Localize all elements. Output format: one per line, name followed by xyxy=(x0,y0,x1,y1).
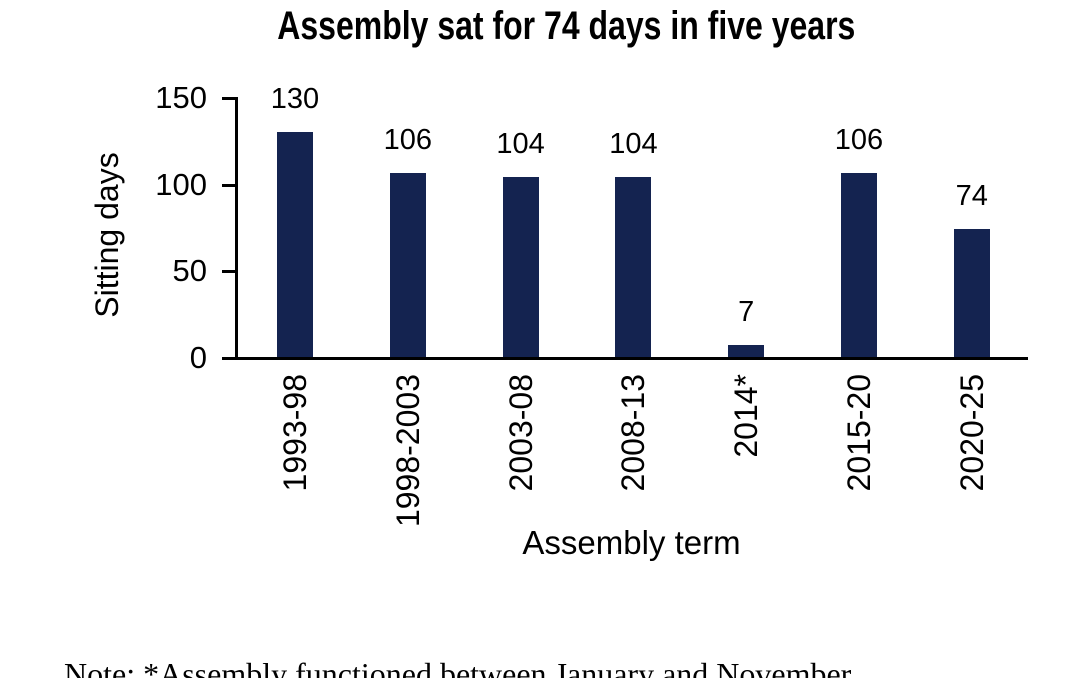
bar-value-label: 106 xyxy=(834,124,884,157)
bar xyxy=(728,344,765,357)
y-tick-label: 50 xyxy=(172,253,207,289)
y-tick xyxy=(222,270,235,274)
y-tick xyxy=(222,183,235,187)
x-category-label-text: 1998-2003 xyxy=(389,374,426,528)
bar xyxy=(953,228,990,357)
y-axis-line xyxy=(235,97,238,360)
x-category-label-text: 2008-13 xyxy=(615,374,652,492)
y-tick-label: 0 xyxy=(189,340,207,375)
note-line-1: Note: *Assembly functioned between Janua… xyxy=(64,656,852,678)
bar xyxy=(841,173,877,357)
bar xyxy=(389,173,426,357)
y-tick xyxy=(222,97,235,100)
x-category-label-text: 2020-25 xyxy=(953,374,990,492)
x-axis-title: Assembly term xyxy=(522,524,741,561)
bar-value-label: 104 xyxy=(496,127,545,160)
x-category-label-text: 2003-08 xyxy=(502,374,539,492)
x-category-label-text: 2015-20 xyxy=(841,374,877,492)
bar-value-label: 74 xyxy=(955,179,988,212)
x-category-label-text: 1993-98 xyxy=(277,374,313,492)
y-tick xyxy=(222,357,235,360)
y-tick-label: 100 xyxy=(155,166,207,202)
bar-value-label: 106 xyxy=(383,124,432,157)
bar-value-label: 7 xyxy=(738,295,755,328)
chart-title: Assembly sat for 74 days in five years xyxy=(180,4,952,49)
bar-value-label: 130 xyxy=(270,82,320,115)
y-tick-label: 150 xyxy=(155,80,207,115)
bar-value-label: 104 xyxy=(609,127,658,160)
chart-note: Note: *Assembly functioned between Janua… xyxy=(64,574,1054,678)
x-axis-line xyxy=(235,357,1028,360)
bar xyxy=(277,131,313,357)
x-category-label-text: 2014* xyxy=(728,374,765,458)
chart-title-text: Assembly sat for 74 days in five years xyxy=(276,4,856,48)
bar xyxy=(615,176,652,357)
bar xyxy=(502,176,539,357)
